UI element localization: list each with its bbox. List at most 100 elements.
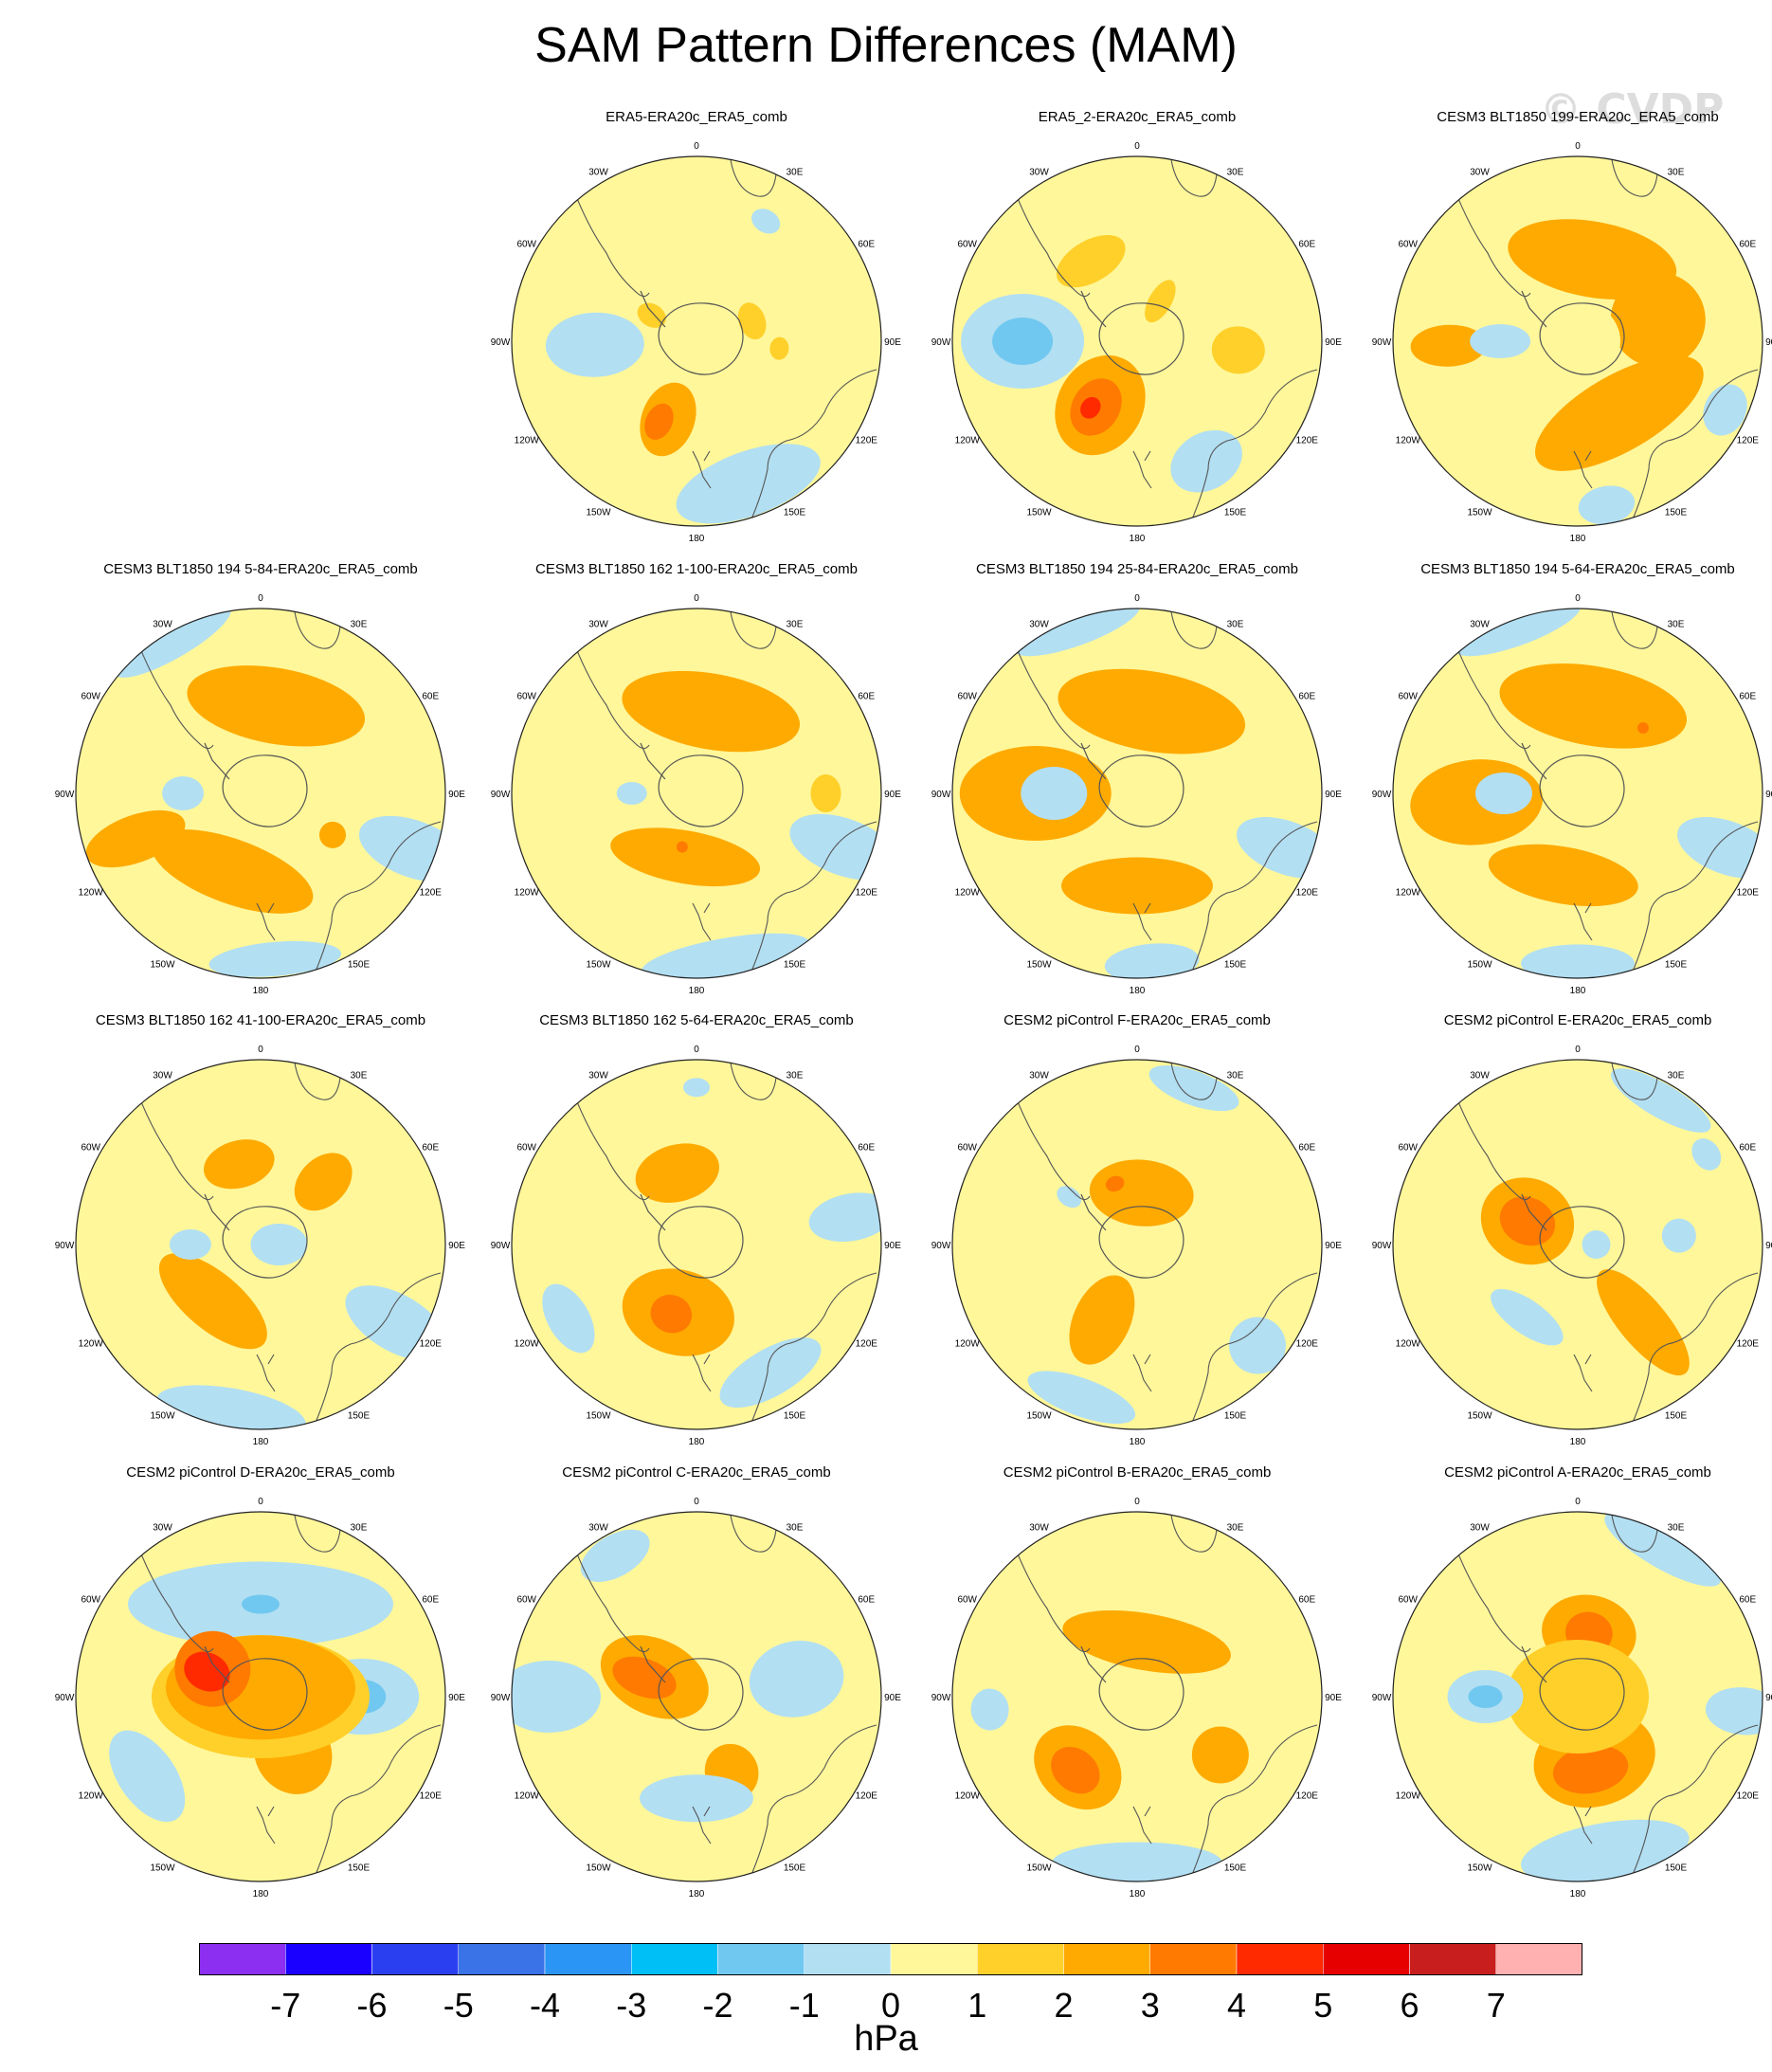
longitude-label: 30W	[153, 620, 172, 630]
polar-map: 0 30E 60E 90E 120E 150E 180 150W 120W 90W 60W 30W	[1372, 1497, 1772, 1899]
longitude-label: 120E	[420, 1791, 443, 1802]
longitude-label: 60E	[1739, 1595, 1756, 1606]
anomaly-contour	[158, 1253, 267, 1350]
anomaly-contour	[1499, 1196, 1556, 1246]
longitude-label: 150W	[1026, 1863, 1052, 1873]
polar-map: 0 30E 60E 90E 120E 150E 180 150W 120W 90W 60W 30W	[931, 1045, 1343, 1447]
new-zealand-coastline	[1573, 1354, 1593, 1392]
colorbar-tick-label: 3	[1141, 1986, 1160, 2025]
longitude-label: 120E	[856, 888, 878, 899]
africa-coastline	[1169, 609, 1219, 649]
anomaly-contour	[85, 809, 186, 868]
anomaly-contour	[1105, 1175, 1125, 1192]
longitude-label: 90W	[55, 1693, 75, 1703]
colorbar-swatch	[1495, 1942, 1583, 1976]
south-america-coastline	[127, 1518, 214, 1653]
colorbar-swatch	[1323, 1942, 1410, 1976]
africa-coastline	[1169, 156, 1219, 197]
anomaly-contour	[1488, 844, 1638, 907]
anomaly-contour	[1521, 944, 1635, 978]
longitude-label: 30E	[1668, 1071, 1685, 1081]
australia-coastline	[1629, 1272, 1759, 1429]
longitude-label: 150W	[586, 1410, 611, 1421]
antarctica-coastline	[658, 302, 744, 375]
longitude-label: 90E	[1325, 790, 1342, 800]
watermark: © CVDP	[1540, 85, 1725, 134]
map-outline	[75, 1059, 446, 1430]
longitude-label: 120E	[1737, 1791, 1760, 1802]
longitude-label: 180	[253, 1889, 269, 1899]
anomaly-contour	[1611, 1068, 1711, 1133]
anomaly-contour	[650, 1295, 693, 1334]
anomaly-contour	[1056, 234, 1126, 288]
antarctica-coastline	[222, 754, 308, 827]
longitude-label: 120E	[856, 1339, 878, 1350]
longitude-label: 150W	[1467, 507, 1492, 518]
map-outline	[951, 608, 1323, 979]
anomaly-contour	[1455, 609, 1581, 657]
longitude-label: 90W	[55, 790, 75, 800]
longitude-label: 30W	[153, 1071, 172, 1081]
longitude-label: 30W	[1029, 620, 1049, 630]
africa-coastline	[293, 1512, 342, 1553]
page-title: SAM Pattern Differences (MAM)	[534, 18, 1238, 73]
panel-title: CESM3 BLT1850 162 41-100-ERA20c_ERA5_com…	[95, 1012, 426, 1028]
polar-map: 0 30E 60E 90E 120E 150E 180 150W 120W 90W 60W 30W	[931, 593, 1343, 996]
panel-title: ERA5_2-ERA20c_ERA5_comb	[1038, 109, 1237, 125]
polar-map: 0 30E 60E 90E 120E 150E 180 150W 120W 90W 60W 30W	[55, 1497, 466, 1899]
australia-coastline	[1629, 369, 1759, 526]
anomaly-contour	[1661, 1218, 1696, 1253]
longitude-label: 180	[1570, 1437, 1586, 1447]
colorbar-swatch	[717, 1942, 805, 1976]
longitude-label: 90W	[931, 1241, 951, 1251]
map-panel: CESM3 BLT1850 162 5-64-ERA20c_ERA5_comb 0…	[474, 1012, 919, 1458]
anomaly-contour	[1027, 1371, 1136, 1425]
longitude-label: 150W	[586, 507, 611, 518]
map-panel: ERA5_2-ERA20c_ERA5_comb 0 30E 60E 90E 120E 150…	[914, 109, 1360, 554]
longitude-label: 150E	[348, 959, 371, 970]
longitude-label: 30E	[351, 1523, 368, 1534]
longitude-label: 90E	[1765, 1693, 1772, 1703]
antarctica-coastline	[1539, 302, 1625, 375]
antarctica-coastline	[1098, 1206, 1184, 1279]
africa-coastline	[729, 609, 778, 649]
colorbar-tick-label: 2	[1054, 1986, 1073, 2025]
longitude-label: 120W	[1396, 1791, 1421, 1802]
anomaly-contour	[1691, 1138, 1722, 1171]
colorbar-svg: -7 -6 -5 -4 -3 -2 -1 0 1 2 3 4 5 6 7	[198, 1942, 1583, 2025]
longitude-label: 60W	[81, 1595, 100, 1606]
africa-coastline	[1610, 609, 1659, 649]
colorbar-tick-label: -7	[270, 1986, 300, 2025]
anomaly-contour	[1636, 722, 1649, 735]
new-zealand-coastline	[1573, 1806, 1593, 1845]
anomaly-contour	[1191, 1726, 1249, 1784]
longitude-label: 180	[1130, 1889, 1146, 1899]
anomaly-contour	[1534, 355, 1704, 471]
longitude-label: 0	[1134, 141, 1140, 152]
longitude-label: 180	[689, 1889, 705, 1899]
longitude-label: 150E	[1665, 1863, 1688, 1873]
longitude-label: 150W	[586, 1863, 611, 1873]
south-america-coastline	[563, 162, 650, 298]
map-outline	[1392, 608, 1763, 979]
longitude-label: 60W	[1398, 1595, 1418, 1606]
longitude-label: 0	[694, 1497, 699, 1507]
antarctica-coastline	[222, 1206, 308, 1279]
australia-coastline	[1629, 821, 1759, 978]
anomaly-contour	[676, 444, 821, 524]
anomaly-contour	[109, 1730, 186, 1823]
longitude-label: 120E	[856, 436, 878, 446]
anomaly-contour	[970, 1688, 1009, 1731]
longitude-label: 30W	[153, 1523, 172, 1534]
anomaly-contour	[542, 1283, 595, 1354]
longitude-label: 60E	[1298, 240, 1315, 250]
map-panel: CESM2 piControl E-ERA20c_ERA5_comb 0 30E 60…	[1355, 1012, 1772, 1458]
longitude-label: 90W	[491, 1693, 511, 1703]
australia-coastline	[1188, 369, 1318, 526]
longitude-label: 150W	[1467, 1410, 1492, 1421]
longitude-label: 180	[1570, 534, 1586, 544]
new-zealand-coastline	[1132, 1354, 1152, 1392]
africa-coastline	[729, 156, 778, 197]
anomaly-contour	[1211, 326, 1265, 374]
longitude-label: 150E	[784, 1410, 806, 1421]
